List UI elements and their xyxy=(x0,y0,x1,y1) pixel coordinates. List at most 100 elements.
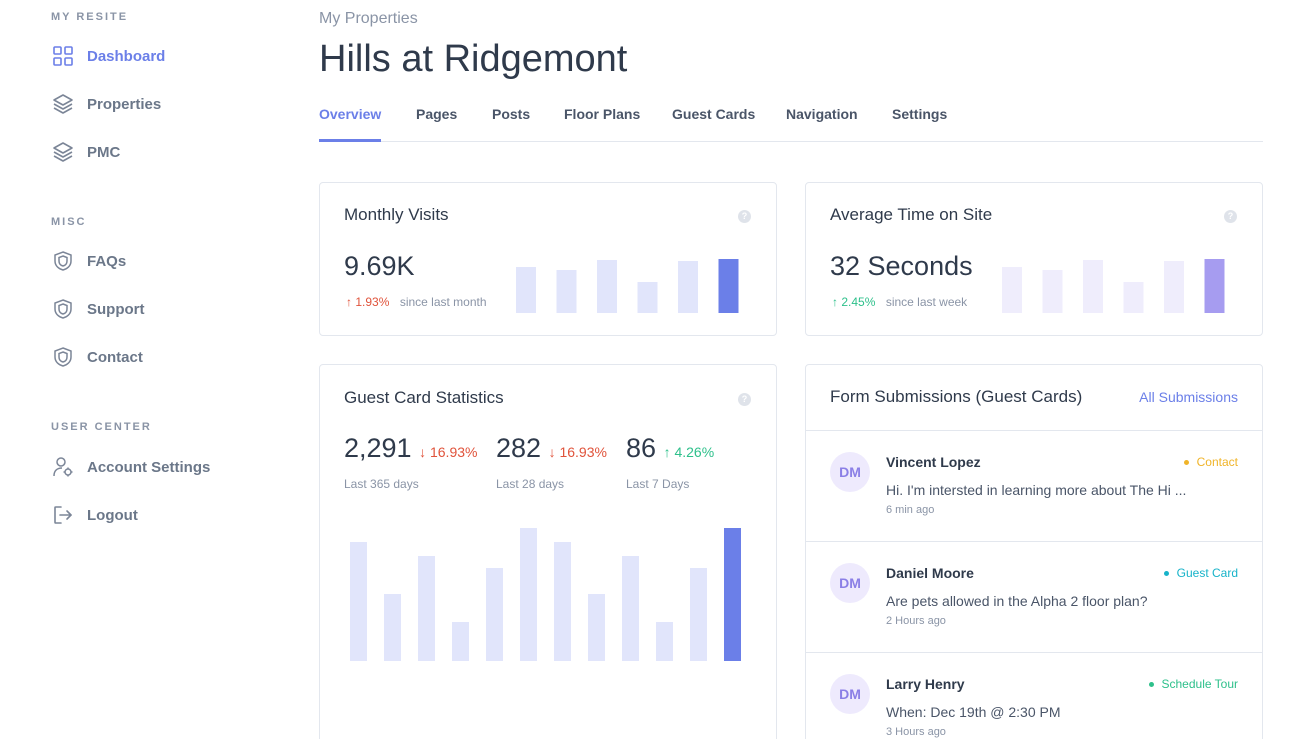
shield-icon xyxy=(51,345,75,369)
delta-value: ↑ 2.45% xyxy=(832,295,876,309)
sidebar-item-dashboard[interactable]: Dashboard xyxy=(51,42,165,70)
avatar: DM xyxy=(830,452,870,492)
sidebar-item-label: Logout xyxy=(87,506,138,524)
submissions-header: Form Submissions (Guest Cards) All Submi… xyxy=(806,365,1262,431)
chart-bar xyxy=(656,622,673,661)
submission-tag: Contact xyxy=(1183,455,1238,469)
chart-bar xyxy=(418,556,435,661)
avg-time-trend: ↑ 2.45% since last week xyxy=(832,293,967,311)
stat-value: 2,291 xyxy=(344,433,412,463)
chart-bar xyxy=(1083,260,1103,313)
avg-time-chart xyxy=(1002,259,1225,313)
tab-settings[interactable]: Settings xyxy=(892,106,948,122)
shield-icon xyxy=(51,297,75,321)
monthly-visits-value: 9.69K xyxy=(344,251,415,281)
stat-caption: Last 7 Days xyxy=(626,477,690,491)
sidebar: MY RESITE Dashboard Properties PMC MISC … xyxy=(0,0,300,739)
chart-bar xyxy=(637,282,658,313)
form-submissions-card: Form Submissions (Guest Cards) All Submi… xyxy=(805,364,1263,739)
monthly-visits-card: Monthly Visits ? 9.69K ↑ 1.93% since las… xyxy=(319,182,777,336)
avatar: DM xyxy=(830,563,870,603)
chart-bar xyxy=(1164,261,1184,313)
submission-time: 2 Hours ago xyxy=(886,615,946,627)
chart-bar xyxy=(554,542,571,661)
sidebar-item-label: Contact xyxy=(87,348,143,366)
chart-bar xyxy=(597,260,617,313)
chart-bar xyxy=(452,622,469,661)
tag-label: Schedule Tour xyxy=(1161,677,1239,691)
breadcrumb[interactable]: My Properties xyxy=(319,10,418,27)
status-dot xyxy=(1183,459,1189,465)
help-icon[interactable]: ? xyxy=(738,393,751,406)
sidebar-item-label: Dashboard xyxy=(87,47,166,65)
page-title: Hills at Ridgemont xyxy=(319,38,628,80)
submission-name: Daniel Moore xyxy=(886,565,974,581)
layers-icon xyxy=(51,140,75,164)
chart-bar xyxy=(718,259,739,313)
submission-item[interactable]: DM Vincent Lopez Contact Hi. I'm interst… xyxy=(806,431,1262,542)
submission-message: Are pets allowed in the Alpha 2 floor pl… xyxy=(886,593,1148,609)
help-icon[interactable]: ? xyxy=(738,210,751,223)
tab-floor-plans[interactable]: Floor Plans xyxy=(564,106,641,122)
tab-navigation[interactable]: Navigation xyxy=(786,106,858,122)
tab-pages[interactable]: Pages xyxy=(416,106,458,122)
delta-caption: since last month xyxy=(399,295,487,309)
avg-time-card: Average Time on Site ? 32 Seconds ↑ 2.45… xyxy=(805,182,1263,336)
sidebar-item-label: Properties xyxy=(87,95,162,113)
chart-bar xyxy=(1042,270,1063,313)
tag-label: Contact xyxy=(1196,455,1238,469)
sidebar-section-title: MY RESITE xyxy=(51,11,129,23)
chart-bar xyxy=(486,568,503,661)
sidebar-item-properties[interactable]: Properties xyxy=(51,90,161,118)
submission-tag: Schedule Tour xyxy=(1148,677,1239,691)
stat-28-days: 282 ↓ 16.93% xyxy=(496,433,607,464)
chart-bar xyxy=(588,594,605,661)
chart-bar xyxy=(1123,282,1144,313)
avatar: DM xyxy=(830,674,870,714)
shield-icon xyxy=(51,249,75,273)
delta-caption: since last week xyxy=(885,295,968,309)
chart-bar xyxy=(520,528,537,661)
all-submissions-link[interactable]: All Submissions xyxy=(1139,389,1238,405)
sidebar-item-label: FAQs xyxy=(87,252,127,270)
monthly-visits-chart xyxy=(516,259,739,313)
tab-guest-cards[interactable]: Guest Cards xyxy=(672,106,756,122)
submission-item[interactable]: DM Larry Henry Schedule Tour When: Dec 1… xyxy=(806,653,1262,739)
sidebar-section-title: USER CENTER xyxy=(51,421,152,433)
card-title: Guest Card Statistics xyxy=(344,388,504,407)
stat-caption: Last 28 days xyxy=(496,477,565,491)
chart-bar xyxy=(556,270,577,313)
submission-name: Vincent Lopez xyxy=(886,454,981,470)
user-gear-icon xyxy=(51,455,75,479)
sidebar-item-account-settings[interactable]: Account Settings xyxy=(51,453,210,481)
delta-value: ↑ 1.93% xyxy=(346,295,390,309)
monthly-visits-trend: ↑ 1.93% since last month xyxy=(346,293,487,311)
chart-bar xyxy=(690,568,707,661)
stat-delta: ↓ 16.93% xyxy=(419,444,478,460)
submission-item[interactable]: DM Daniel Moore Guest Card Are pets allo… xyxy=(806,542,1262,653)
chart-bar xyxy=(1002,267,1022,313)
chart-bar xyxy=(384,594,401,661)
help-icon[interactable]: ? xyxy=(1224,210,1237,223)
status-dot xyxy=(1148,681,1154,687)
submission-tag: Guest Card xyxy=(1163,566,1238,580)
tag-label: Guest Card xyxy=(1176,566,1238,580)
chart-bar xyxy=(678,261,698,313)
logout-icon xyxy=(51,503,75,527)
sidebar-item-contact[interactable]: Contact xyxy=(51,343,143,371)
sidebar-item-faqs[interactable]: FAQs xyxy=(51,247,126,275)
tab-overview[interactable]: Overview xyxy=(319,106,382,142)
sidebar-item-pmc[interactable]: PMC xyxy=(51,138,120,166)
sidebar-item-support[interactable]: Support xyxy=(51,295,145,323)
card-title: Monthly Visits xyxy=(344,205,449,224)
layers-icon xyxy=(51,92,75,116)
card-title: Form Submissions (Guest Cards) xyxy=(830,387,1083,406)
stat-caption: Last 365 days xyxy=(344,477,419,491)
guest-card-stats-card: Guest Card Statistics ? 2,291 ↓ 16.93% L… xyxy=(319,364,777,739)
sidebar-item-logout[interactable]: Logout xyxy=(51,501,138,529)
submission-time: 3 Hours ago xyxy=(886,726,946,738)
stat-delta: ↓ 16.93% xyxy=(548,444,607,460)
avg-time-value: 32 Seconds xyxy=(830,251,973,281)
guest-card-chart xyxy=(350,528,741,661)
tab-posts[interactable]: Posts xyxy=(492,106,531,122)
